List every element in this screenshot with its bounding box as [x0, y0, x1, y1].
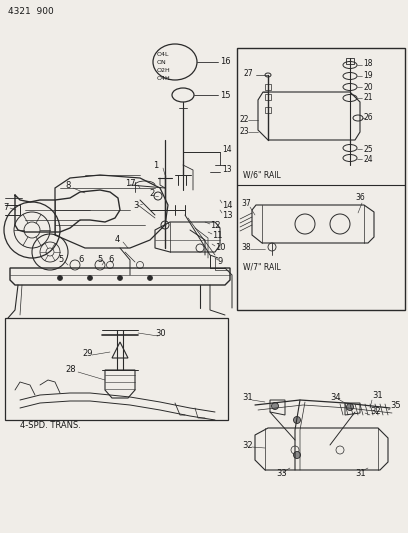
Text: 21: 21: [363, 93, 373, 102]
Text: 6: 6: [108, 255, 113, 264]
Text: 23: 23: [239, 127, 248, 136]
Text: 27: 27: [243, 69, 253, 77]
Text: 34: 34: [330, 392, 341, 401]
Text: 2: 2: [149, 190, 154, 198]
Text: 13: 13: [222, 211, 233, 220]
Text: 13: 13: [222, 166, 232, 174]
Text: W/6" RAIL: W/6" RAIL: [243, 171, 281, 180]
Text: 4-SPD. TRANS.: 4-SPD. TRANS.: [20, 421, 81, 430]
Text: 33: 33: [276, 470, 287, 479]
Text: 24: 24: [363, 155, 373, 164]
Text: 19: 19: [363, 71, 373, 80]
Circle shape: [58, 276, 62, 280]
Text: O4L: O4L: [157, 52, 169, 56]
Text: 38: 38: [241, 243, 251, 252]
Text: 37: 37: [241, 198, 251, 207]
Text: 3: 3: [133, 200, 138, 209]
Circle shape: [271, 402, 279, 409]
Text: O4H: O4H: [157, 76, 171, 80]
Text: 4: 4: [115, 236, 120, 245]
Text: 36: 36: [355, 193, 365, 203]
Text: 25: 25: [363, 144, 373, 154]
Text: 35: 35: [390, 401, 401, 410]
Text: 5: 5: [97, 255, 102, 264]
Text: 12: 12: [210, 222, 220, 230]
Circle shape: [148, 276, 153, 280]
Text: 22: 22: [239, 116, 248, 125]
Text: 8: 8: [65, 181, 70, 190]
Text: 14: 14: [222, 146, 232, 155]
Text: 9: 9: [218, 257, 223, 266]
Circle shape: [87, 276, 93, 280]
Text: 5: 5: [58, 255, 63, 264]
Text: 31: 31: [242, 393, 253, 402]
Text: 6: 6: [78, 255, 83, 264]
Text: 11: 11: [212, 231, 222, 240]
Circle shape: [293, 451, 301, 458]
Text: ON: ON: [157, 60, 167, 64]
Text: 29: 29: [82, 349, 93, 358]
Text: 15: 15: [220, 91, 231, 100]
Text: 16: 16: [220, 58, 231, 67]
Text: 17: 17: [125, 179, 135, 188]
Text: 30: 30: [155, 328, 166, 337]
Text: 31: 31: [355, 469, 366, 478]
Text: 28: 28: [65, 366, 75, 375]
Text: 1: 1: [153, 160, 158, 169]
Text: 32: 32: [242, 440, 253, 449]
Circle shape: [293, 416, 301, 424]
Text: 20: 20: [363, 83, 373, 92]
Text: O2H: O2H: [157, 68, 171, 72]
Text: 14: 14: [222, 200, 233, 209]
Text: 32: 32: [370, 408, 381, 416]
Text: 4321  900: 4321 900: [8, 7, 54, 17]
Text: 26: 26: [363, 114, 373, 123]
Text: W/7" RAIL: W/7" RAIL: [243, 262, 281, 271]
Circle shape: [118, 276, 122, 280]
Text: 31: 31: [372, 392, 383, 400]
Text: 7: 7: [3, 203, 9, 212]
Text: 10: 10: [215, 244, 226, 253]
Circle shape: [346, 403, 353, 410]
Text: 18: 18: [363, 59, 373, 68]
